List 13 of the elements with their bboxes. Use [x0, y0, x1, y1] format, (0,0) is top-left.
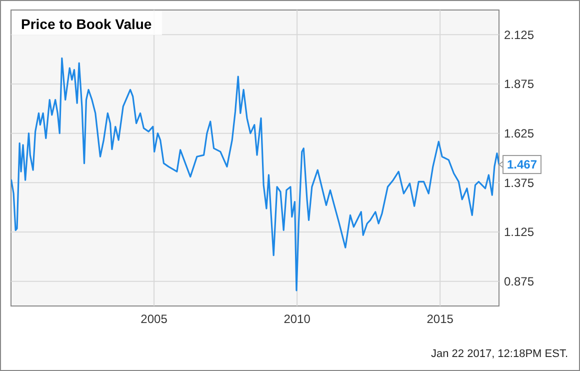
x-tick-label: 2015	[426, 312, 454, 326]
text: Jan 22 2017, 12:18PM EST.	[431, 348, 568, 360]
y-tick-label: 1.375	[504, 176, 534, 190]
y-tick-label: 1.125	[504, 225, 534, 240]
y-tick-label: 2.125	[504, 28, 534, 42]
text: Price to Book Value	[21, 16, 152, 32]
y-tick-label: 1.875	[504, 77, 534, 92]
x-tick-label: 2005	[140, 312, 168, 326]
x-tick-label: 2010	[284, 312, 311, 326]
y-tick-label: 0.875	[504, 274, 534, 289]
line-series	[11, 57, 499, 292]
y-tick-label: 1.625	[504, 126, 534, 141]
annotation: 1.467	[506, 158, 538, 172]
